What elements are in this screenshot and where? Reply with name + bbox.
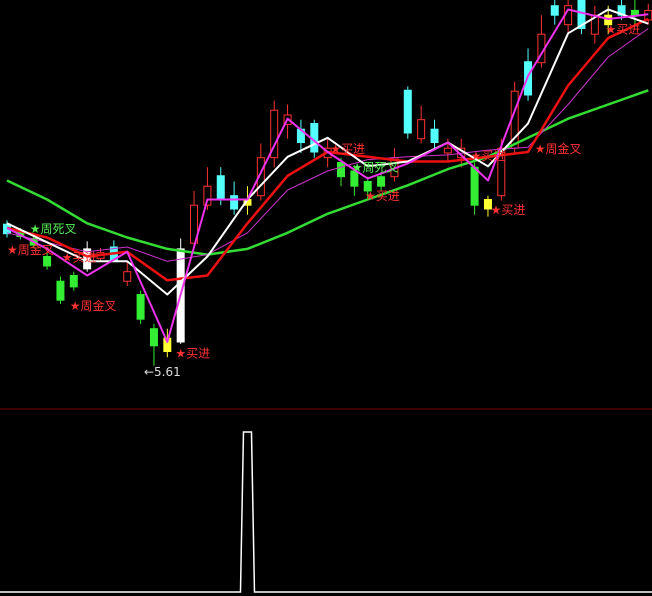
candle [550,0,559,25]
candle-body [163,337,172,353]
signal-label: ★买进 [62,251,97,265]
candle [377,171,386,191]
candle [43,252,52,270]
moving-average-line [6,89,649,256]
signal-label: ★周死叉 [30,222,77,236]
candle [270,100,279,168]
candle-body [550,5,559,16]
candle-body [216,175,225,200]
signal-label: ★周金叉 [7,242,54,257]
moving-average-line [6,8,649,343]
candle [363,176,372,201]
candle [417,105,426,144]
candle-body [43,256,52,267]
candle [403,86,412,139]
candle [296,119,305,153]
candle-body [270,109,279,159]
candle [203,167,212,210]
candle-body [56,280,65,301]
candle [630,0,639,25]
candle-body [69,275,78,288]
candle-body [630,9,639,16]
candle [190,190,199,248]
candle [69,271,78,291]
candle-body [483,199,492,210]
signal-label: ★买进 [175,346,210,360]
price-panel: ★周死叉 ★周金叉 ★买进 ★周金叉 ★买进 ★买进 ★周死叉 ★买进 ★买进 ★买进 ★周金叉 ★买… [3,0,652,379]
candle-body [377,176,386,187]
signal-label: ★周金叉 [535,141,582,156]
indicator-line [0,431,652,593]
signal-label: ★买进 [491,203,526,217]
candle-body [403,89,412,134]
candle-body [470,166,479,206]
signal-label: ★买进 [365,189,400,203]
candle [136,290,145,324]
candle [564,0,573,35]
candle [230,181,239,215]
candle [149,323,158,366]
candle [590,5,599,44]
candle-body [136,294,145,320]
candle [483,195,492,217]
signal-label: ★买进 [330,142,365,156]
signal-label: ★买进 [606,23,641,37]
signal-label: ★周金叉 [70,298,117,313]
candle [577,0,586,35]
candle-body [363,180,372,192]
candle-body [337,161,345,178]
signal-label: ★买进 [471,149,506,163]
candle-body [149,328,158,347]
candle-body [256,157,265,197]
candle [430,119,439,149]
candle-body [123,271,132,282]
candle [56,276,65,304]
candle-body [203,185,212,206]
candle-body [417,119,426,140]
candle-body [350,170,359,187]
indicator-panel [0,431,652,593]
low-price-label: ←5.61 [144,365,181,379]
candle-body [443,147,452,154]
candle [337,157,345,187]
candle-body [190,204,199,244]
candle-body [430,128,439,143]
candle [123,262,132,286]
moving-average-line [6,8,649,296]
moving-average-line [6,28,649,262]
signal-label: ★周死叉 [352,160,399,174]
candle-body [230,195,239,210]
